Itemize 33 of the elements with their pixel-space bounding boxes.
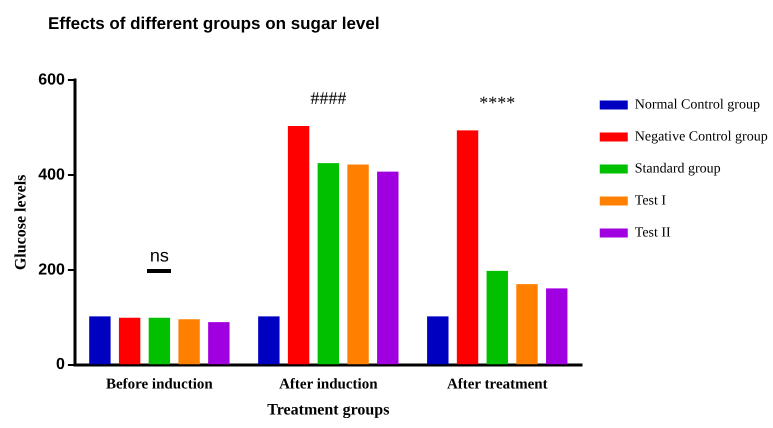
- chart-title: Effects of different groups on sugar level: [48, 14, 380, 34]
- bar: [208, 322, 230, 364]
- annotation: ns: [150, 245, 169, 266]
- bar: [546, 288, 568, 364]
- y-tick-label: 400: [38, 166, 65, 184]
- x-tick-label: After treatment: [446, 376, 548, 393]
- bar: [347, 164, 369, 364]
- bar: [288, 126, 310, 364]
- bar: [456, 130, 478, 364]
- bar: [258, 316, 280, 364]
- bar: [89, 316, 111, 364]
- bar: [178, 319, 200, 364]
- bar: [427, 316, 449, 364]
- bar: [148, 318, 170, 364]
- annotation: ####: [310, 88, 346, 108]
- x-tick-label: After induction: [279, 376, 378, 393]
- bar: [377, 172, 398, 364]
- x-axis-title: Treatment groups: [267, 402, 390, 419]
- y-tick-label: 0: [56, 356, 65, 374]
- y-axis-title: Glucose levels: [12, 174, 30, 270]
- annotation: ****: [479, 92, 516, 112]
- bar: [516, 284, 538, 364]
- bar: [318, 163, 340, 364]
- legend-label: Test I: [634, 194, 666, 209]
- x-tick-label: Before induction: [106, 376, 214, 393]
- bar: [118, 318, 140, 364]
- legend-label: Standard group: [634, 162, 721, 177]
- y-tick-label: 600: [38, 71, 65, 88]
- y-tick-label: 200: [38, 261, 65, 278]
- legend-label: Normal Control group: [634, 98, 760, 113]
- legend-label: Test II: [634, 226, 672, 241]
- bar: [486, 270, 508, 364]
- legend-label: Negative Control group: [634, 130, 768, 145]
